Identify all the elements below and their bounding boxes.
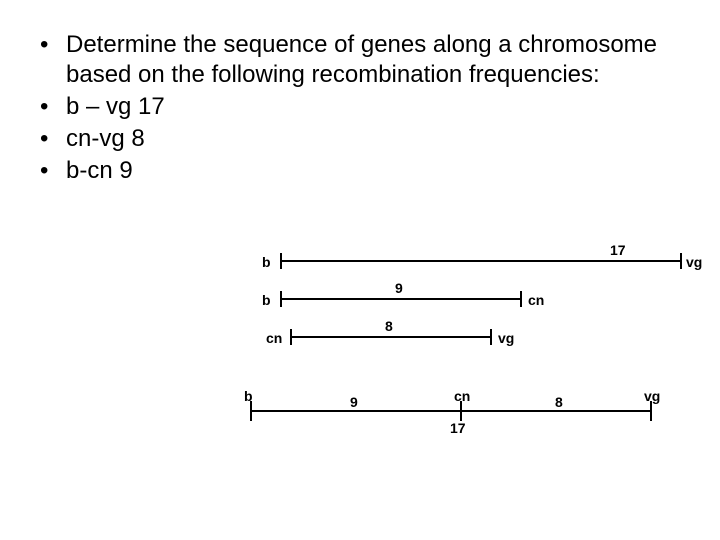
- map-line: [280, 298, 520, 300]
- map-label: cn: [528, 292, 544, 308]
- map-tick: [650, 401, 652, 421]
- map-label: 17: [610, 242, 626, 258]
- map-label: 17: [450, 420, 466, 436]
- map-tick: [250, 401, 252, 421]
- map-label: b: [262, 292, 271, 308]
- map-tick: [280, 291, 282, 307]
- map-tick: [680, 253, 682, 269]
- map-tick: [460, 401, 462, 421]
- map-label: 9: [395, 280, 403, 296]
- map-label: vg: [686, 254, 702, 270]
- bullet-item: b-cn 9: [40, 156, 680, 186]
- map-line: [250, 410, 650, 412]
- map-tick: [290, 329, 292, 345]
- map-label: 8: [385, 318, 393, 334]
- map-label: b: [262, 254, 271, 270]
- map-label: 9: [350, 394, 358, 410]
- map-label: vg: [644, 388, 660, 404]
- map-label: vg: [498, 330, 514, 346]
- map-label: b: [244, 388, 253, 404]
- map-line: [280, 260, 680, 262]
- map-label: 8: [555, 394, 563, 410]
- gene-map-diagram: bvg17bcn9cnvg8bcnvg9817: [250, 250, 690, 510]
- bullet-item: Determine the sequence of genes along a …: [40, 30, 680, 90]
- map-label: cn: [454, 388, 470, 404]
- map-tick: [280, 253, 282, 269]
- map-tick: [490, 329, 492, 345]
- bullet-item: b – vg 17: [40, 92, 680, 122]
- map-line: [290, 336, 490, 338]
- map-tick: [520, 291, 522, 307]
- bullet-item: cn-vg 8: [40, 124, 680, 154]
- map-label: cn: [266, 330, 282, 346]
- bullet-list: Determine the sequence of genes along a …: [40, 30, 680, 186]
